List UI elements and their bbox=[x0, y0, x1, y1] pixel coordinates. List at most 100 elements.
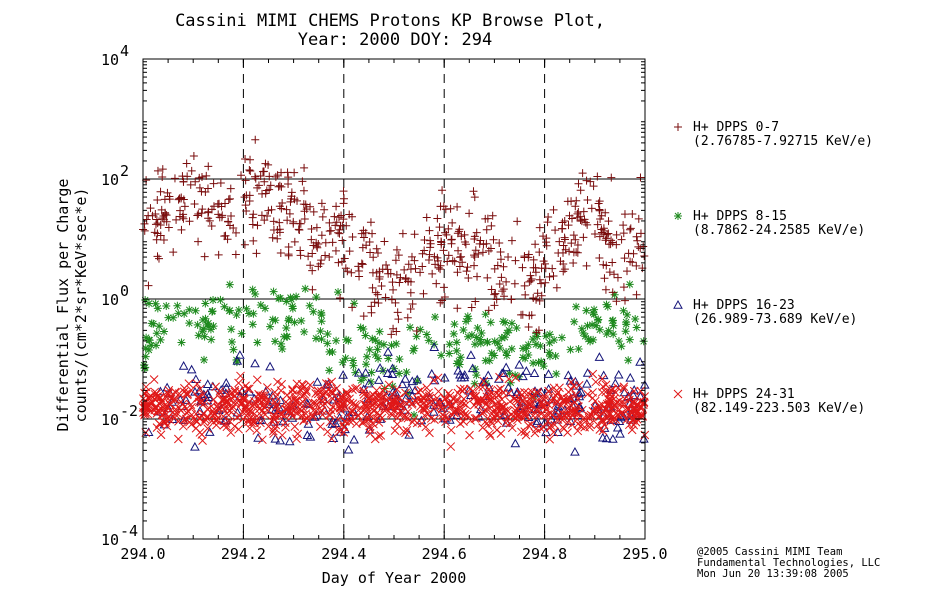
data-point bbox=[493, 261, 502, 270]
data-point bbox=[215, 386, 225, 396]
data-point bbox=[497, 273, 506, 282]
legend-range-2: (26.989-73.689 KeV/e) bbox=[693, 312, 857, 327]
data-point bbox=[589, 182, 598, 191]
data-point bbox=[531, 424, 541, 434]
data-point bbox=[406, 323, 415, 332]
data-point bbox=[504, 253, 513, 262]
data-point bbox=[317, 317, 326, 326]
data-point bbox=[359, 312, 368, 321]
data-point bbox=[341, 395, 351, 404]
data-point bbox=[386, 409, 396, 418]
data-point bbox=[369, 414, 378, 423]
data-point bbox=[369, 253, 378, 262]
data-point bbox=[549, 272, 558, 281]
data-point bbox=[232, 412, 242, 422]
data-point bbox=[342, 335, 351, 344]
data-point bbox=[608, 316, 617, 325]
data-point bbox=[410, 344, 419, 353]
data-point bbox=[153, 196, 162, 205]
data-point bbox=[169, 313, 178, 322]
data-point bbox=[175, 212, 184, 221]
data-point bbox=[292, 434, 301, 444]
data-point bbox=[496, 384, 505, 394]
data-point bbox=[328, 394, 338, 404]
data-point bbox=[444, 224, 453, 233]
data-point bbox=[622, 320, 631, 329]
data-point bbox=[395, 278, 404, 287]
data-point bbox=[208, 307, 217, 316]
data-point bbox=[232, 358, 241, 367]
data-point bbox=[264, 160, 273, 169]
data-point bbox=[419, 405, 429, 415]
x-tick-label: 294.0 bbox=[120, 545, 165, 563]
data-point bbox=[545, 348, 554, 357]
data-point bbox=[371, 336, 380, 345]
data-point bbox=[438, 410, 447, 420]
data-point bbox=[296, 219, 305, 228]
data-point bbox=[148, 398, 158, 408]
data-point bbox=[550, 420, 560, 430]
legend-label-0: H+ DPPS 0-7 bbox=[693, 120, 779, 135]
data-point bbox=[187, 420, 196, 429]
data-point bbox=[276, 386, 286, 395]
data-point bbox=[406, 277, 415, 286]
data-point bbox=[383, 347, 393, 356]
data-point bbox=[343, 444, 354, 454]
data-point bbox=[244, 309, 253, 318]
data-point bbox=[342, 387, 352, 397]
data-point bbox=[406, 265, 415, 274]
data-point bbox=[229, 345, 238, 354]
data-point bbox=[257, 211, 266, 220]
data-point bbox=[594, 412, 604, 422]
x-tick-label: 294.2 bbox=[221, 545, 266, 563]
data-point bbox=[387, 341, 396, 350]
data-point bbox=[582, 176, 591, 185]
data-point bbox=[576, 212, 585, 221]
data-point bbox=[201, 299, 210, 308]
legend-range-0: (2.76785-7.92715 KeV/e) bbox=[693, 134, 873, 149]
data-point bbox=[263, 395, 273, 405]
data-point bbox=[302, 414, 312, 424]
series-1 bbox=[139, 280, 648, 420]
data-point bbox=[625, 335, 634, 344]
data-point bbox=[478, 248, 487, 257]
data-point bbox=[500, 333, 509, 342]
data-point bbox=[401, 274, 410, 283]
data-point bbox=[225, 395, 235, 405]
data-point bbox=[368, 283, 377, 292]
data-point bbox=[452, 359, 461, 368]
data-point bbox=[198, 316, 207, 325]
data-point bbox=[312, 293, 321, 302]
data-point bbox=[634, 214, 643, 223]
data-point bbox=[488, 211, 497, 220]
data-point bbox=[249, 399, 258, 409]
data-point bbox=[282, 205, 291, 214]
data-point bbox=[365, 237, 374, 246]
data-point bbox=[517, 427, 526, 437]
data-point bbox=[485, 387, 495, 396]
data-point bbox=[332, 202, 341, 211]
data-point bbox=[195, 384, 205, 394]
data-point bbox=[152, 215, 161, 224]
data-point bbox=[487, 221, 496, 230]
data-point bbox=[636, 173, 645, 182]
data-point bbox=[387, 363, 398, 373]
data-point bbox=[269, 429, 278, 439]
data-point bbox=[285, 209, 294, 218]
data-point bbox=[366, 377, 375, 386]
data-point bbox=[331, 221, 340, 230]
data-point bbox=[569, 259, 578, 268]
data-point bbox=[270, 387, 280, 397]
data-point bbox=[608, 288, 617, 297]
data-point bbox=[636, 412, 646, 422]
data-point bbox=[370, 298, 379, 307]
data-point bbox=[230, 396, 240, 406]
data-point bbox=[434, 263, 443, 272]
data-point bbox=[358, 418, 367, 428]
data-point bbox=[142, 215, 151, 224]
data-point bbox=[198, 327, 207, 336]
data-point bbox=[436, 265, 445, 274]
data-point bbox=[594, 352, 605, 361]
data-point bbox=[225, 406, 234, 415]
data-point bbox=[395, 369, 404, 378]
